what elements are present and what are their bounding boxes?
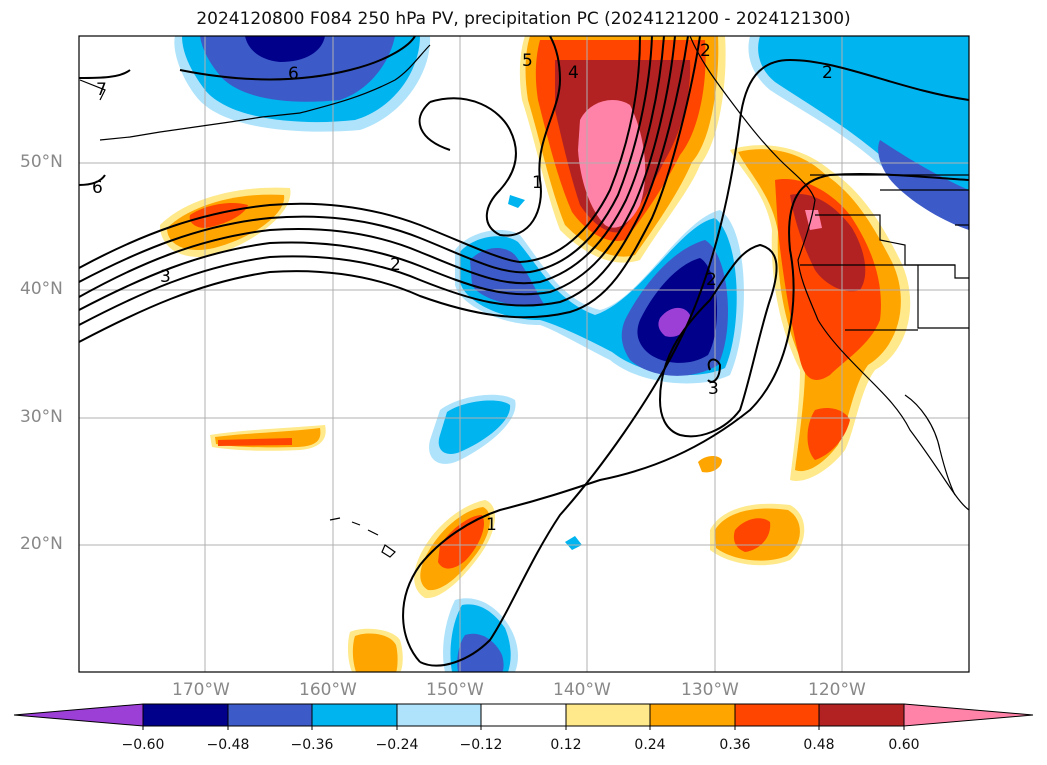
colorbar-tick-label: 0.60	[888, 737, 920, 753]
colorbar-swatch	[142, 703, 229, 727]
colorbar-extend-min	[13, 703, 144, 727]
contour-label: 6	[92, 178, 103, 198]
colorbar-tick-label: 0.12	[550, 737, 582, 753]
colorbar-swatch	[396, 703, 482, 727]
colorbar-extend-max	[903, 703, 1034, 727]
lat-label: 40°N	[20, 279, 63, 299]
colorbar-swatch	[565, 703, 651, 727]
positive-precip-anomalies	[160, 36, 911, 672]
pv-contours	[79, 36, 969, 667]
lon-label: 140°W	[553, 680, 611, 700]
contour-label: 1	[486, 515, 497, 535]
colorbar-swatch	[649, 703, 736, 727]
contour-label: 3	[160, 267, 171, 287]
contour-label: 2	[706, 270, 717, 290]
colorbar-swatch	[311, 703, 398, 727]
lon-label: 160°W	[299, 680, 357, 700]
lon-label: 170°W	[172, 680, 230, 700]
colorbar-tick-label: −0.48	[206, 737, 250, 753]
colorbar-swatch	[480, 703, 567, 727]
colorbar-tick-label: −0.36	[290, 737, 334, 753]
contour-label: 6	[288, 64, 299, 84]
lon-label: 120°W	[808, 680, 866, 700]
map-frame	[78, 35, 970, 673]
contour-label: 4	[568, 63, 579, 83]
contour-label: 7	[96, 80, 107, 100]
contour-labels: 6 7 6 5 4 3 2 1 2 3 1 2 2	[92, 41, 833, 535]
lat-label: 20°N	[20, 534, 63, 554]
colorbar-swatch	[734, 703, 820, 727]
lat-label: 50°N	[20, 152, 63, 172]
graticule	[79, 36, 969, 672]
coastlines	[79, 36, 969, 558]
contour-label: 2	[700, 41, 711, 61]
colorbar-tick-label: −0.24	[375, 737, 419, 753]
colorbar-tick-label: 0.48	[803, 737, 835, 753]
contour-label: 3	[708, 379, 719, 399]
contour-label: 5	[522, 51, 533, 71]
colorbar-tick-label: 0.24	[634, 737, 666, 753]
lon-label: 150°W	[426, 680, 484, 700]
map-field: 6 7 6 5 4 3 2 1 2 3 1 2 2	[79, 36, 969, 672]
negative-precip-anomalies	[174, 36, 969, 672]
colorbar-tick-label: −0.12	[459, 737, 503, 753]
colorbar-swatch	[818, 703, 905, 727]
colorbar-tick-label: 0.36	[719, 737, 751, 753]
lat-label: 30°N	[20, 407, 63, 427]
colorbar	[13, 703, 1034, 730]
contour-label: 1	[532, 173, 543, 193]
map-title: 2024120800 F084 250 hPa PV, precipitatio…	[196, 9, 851, 29]
colorbar-tick-label: −0.60	[121, 737, 165, 753]
contour-label: 2	[822, 63, 833, 83]
colorbar-swatch	[227, 703, 313, 727]
lon-label: 130°W	[681, 680, 739, 700]
contour-label: 2	[390, 255, 401, 275]
